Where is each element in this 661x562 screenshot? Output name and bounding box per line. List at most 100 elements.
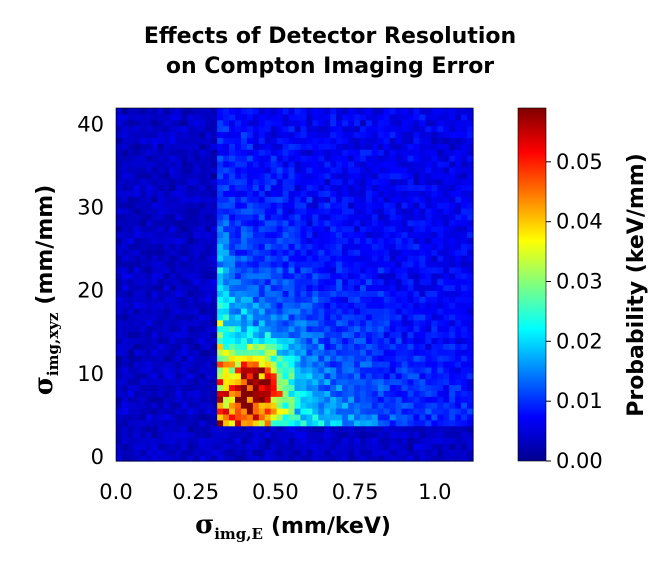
heatmap-cell [258,390,266,397]
heatmap-cell [211,366,218,374]
heatmap-cell [116,402,123,409]
heatmap-cell [365,113,373,121]
heatmap-cell [342,255,349,262]
heatmap-cell [342,208,349,215]
heatmap-cell [467,108,474,115]
heatmap-cell [395,166,403,174]
heatmap-cell [223,172,230,180]
heatmap-cell [175,337,183,344]
heatmap-cell [258,402,266,409]
heatmap-cell [264,366,272,374]
heatmap-cell [264,213,272,221]
heatmap-cell [437,413,444,421]
heatmap-cell [139,360,147,368]
heatmap-cell [443,231,450,239]
heatmap-cell [342,343,349,350]
heatmap-cell [395,196,403,203]
heatmap-cell [121,431,129,439]
heatmap-cell [371,113,379,121]
heatmap-cell [407,125,415,133]
heatmap-cell [187,372,194,380]
heatmap-cell [395,237,403,244]
heatmap-cell [229,108,236,115]
heatmap-cell [145,284,153,291]
heatmap-cell [461,378,468,386]
heatmap-cell [407,296,415,303]
heatmap-cell [139,372,147,380]
heatmap-cell [324,190,331,197]
heatmap-cell [217,408,224,415]
heatmap-cell [116,437,123,444]
heatmap-cell [235,196,242,203]
heatmap-cell [330,372,337,380]
heatmap-cell [145,349,153,356]
heatmap-cell [264,431,272,439]
heatmap-cell [413,319,421,327]
heatmap-cell [318,166,325,174]
heatmap-cell [455,178,462,186]
heatmap-cell [116,190,123,197]
heatmap-cell [443,108,450,115]
heatmap-cell [264,284,272,291]
heatmap-cell [151,143,159,150]
heatmap-cell [401,231,409,239]
heatmap-cell [121,360,129,368]
heatmap-cell [276,390,284,397]
heatmap-cell [359,449,367,456]
heatmap-cell [288,172,296,180]
heatmap-cell [229,137,236,144]
heatmap-cell [139,149,147,156]
heatmap-cell [437,402,444,409]
heatmap-cell [145,443,153,450]
heatmap-cell [193,284,200,291]
heatmap-cell [383,384,391,391]
heatmap-cell [116,408,123,415]
heatmap-cell [276,143,284,150]
heatmap-cell [455,343,462,350]
heatmap-cell [413,219,421,227]
heatmap-cell [127,255,135,262]
heatmap-cell [407,131,415,139]
heatmap-cell [205,360,212,368]
heatmap-cell [371,131,379,139]
heatmap-cell [157,166,165,174]
heatmap-cell [407,213,415,221]
heatmap-cell [270,202,278,209]
heatmap-cell [330,190,337,197]
heatmap-cell [467,266,474,274]
heatmap-cell [157,131,165,139]
heatmap-cell [371,372,379,380]
heatmap-cell [151,213,159,221]
heatmap-cell [127,190,135,197]
heatmap-cell [389,266,397,274]
heatmap-cell [389,390,397,397]
heatmap-cell [431,249,438,256]
heatmap-cell [395,249,403,256]
heatmap-cell [235,313,242,321]
heatmap-cell [270,372,278,380]
heatmap-cell [336,119,343,127]
heatmap-cell [127,243,135,250]
heatmap-cell [169,437,177,444]
heatmap-cell [205,337,212,344]
heatmap-cell [270,296,278,303]
heatmap-cell [252,213,260,221]
heatmap-cell [401,272,409,280]
heatmap-cell [133,119,141,127]
heatmap-cell [419,431,426,439]
heatmap-cell [163,113,171,121]
heatmap-cell [300,202,307,209]
heatmap-cell [413,237,421,244]
heatmap-cell [300,425,307,433]
heatmap-cell [377,413,385,421]
heatmap-cell [175,172,183,180]
heatmap-cell [312,272,319,280]
heatmap-cell [187,213,194,221]
heatmap-cell [169,166,177,174]
heatmap-cell [133,237,141,244]
heatmap-cell [246,437,254,444]
heatmap-cell [365,419,373,427]
heatmap-cell [229,219,236,227]
heatmap-cell [217,437,224,444]
heatmap-cell [389,360,397,368]
